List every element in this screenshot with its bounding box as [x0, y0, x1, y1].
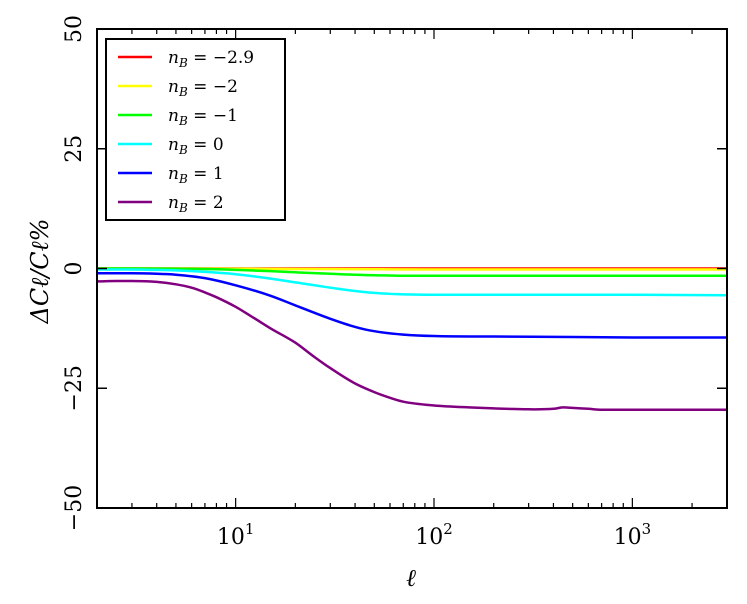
x-tick-label-2: 103: [614, 520, 652, 550]
legend-label-5: nB = 2: [168, 193, 224, 215]
legend-label-0: nB = −2.9: [168, 48, 254, 70]
legend-label-4: nB = 1: [168, 164, 224, 186]
chart-series-group: [96, 267, 728, 412]
series-line-4: [96, 272, 727, 339]
legend-box: [105, 38, 286, 221]
y-tick-label-1: 25: [62, 135, 87, 163]
axis-ticks: [96, 28, 728, 509]
y-tick-label-4: −50: [62, 485, 87, 531]
axis-tick-labels: 50 25 0 −25 −50 101 102 103: [62, 15, 651, 550]
series-line-2: [97, 267, 727, 277]
legend-label-1: nB = −2: [168, 77, 238, 99]
series-line-5: [96, 279, 727, 412]
x-tick-label-0: 101: [217, 520, 255, 550]
x-axis-title: ℓ: [406, 564, 416, 592]
series-line-3: [96, 268, 728, 297]
legend-label-3: nB = 0: [168, 135, 224, 157]
y-tick-label-0: 50: [62, 15, 87, 43]
y-tick-label-2: 0: [62, 262, 87, 276]
x-tick-label-1: 102: [415, 520, 453, 550]
y-tick-label-3: −25: [62, 365, 87, 411]
legend: nB = −2.9 nB = −2 nB = −1 nB = 0 nB = 1 nB = …: [105, 38, 286, 221]
legend-label-2: nB = −1: [168, 106, 238, 128]
y-axis-title: ΔCℓ/Cℓ%: [26, 219, 54, 325]
